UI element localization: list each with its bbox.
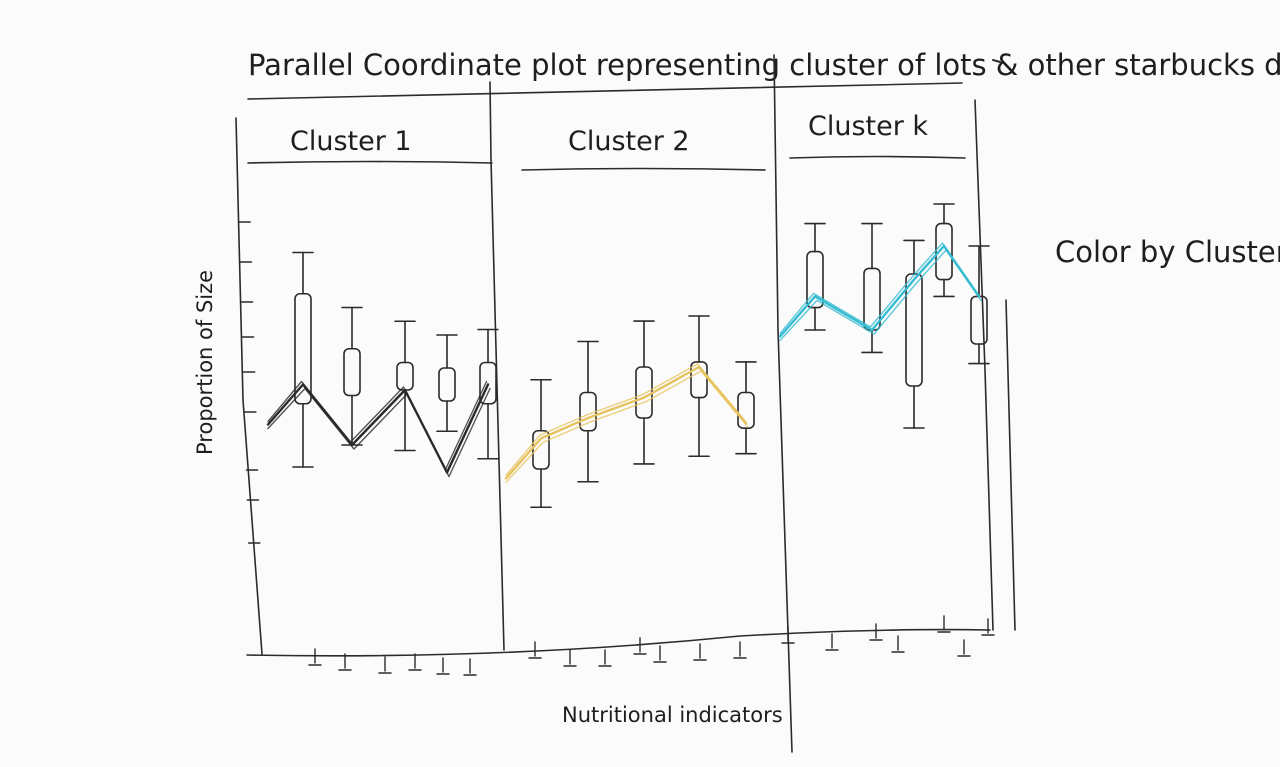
- box-plot: [477, 328, 499, 460]
- x-axis-tick: [378, 656, 392, 674]
- x-axis-line: [246, 628, 991, 657]
- box-plot: [804, 222, 826, 331]
- box-iqr: [479, 361, 497, 405]
- x-axis-tick: [693, 643, 707, 661]
- box-plot: [903, 239, 925, 429]
- cluster-line: [779, 249, 982, 342]
- box-iqr: [737, 391, 755, 430]
- cluster-line: [779, 242, 979, 335]
- y-axis-line: [235, 117, 263, 655]
- cluster-line: [266, 383, 490, 474]
- x-axis-tick: [633, 637, 647, 655]
- color-by-cluster-note: Color by Cluster: [1055, 235, 1280, 269]
- box-iqr: [635, 366, 653, 419]
- right-frame-line: [974, 99, 994, 631]
- box-plot: [292, 251, 314, 468]
- x-axis-tick: [463, 658, 477, 676]
- box-plot: [577, 340, 599, 483]
- cluster-line: [505, 370, 749, 484]
- box-plot: [735, 361, 757, 455]
- x-axis-tick: [891, 635, 905, 653]
- box-plot: [933, 203, 955, 298]
- box-iqr: [396, 361, 414, 391]
- x-axis-tick: [825, 633, 839, 651]
- box-plot: [394, 320, 416, 452]
- box-iqr: [294, 292, 312, 405]
- box-iqr: [438, 367, 456, 402]
- cluster-title: Cluster 1: [290, 126, 412, 157]
- cluster-line: [267, 380, 488, 471]
- cluster-panel-3: Cluster k: [778, 111, 990, 429]
- box-iqr: [690, 361, 708, 399]
- cluster-line: [504, 365, 748, 480]
- cluster-header-underline: [247, 160, 493, 164]
- x-axis-tick: [338, 653, 352, 671]
- box-iqr: [905, 273, 923, 387]
- header-top-line: [247, 82, 963, 100]
- x-axis-tick: [733, 641, 747, 659]
- box-iqr: [970, 295, 988, 345]
- x-axis-tick: [653, 645, 667, 663]
- box-plot: [341, 306, 363, 446]
- box-iqr: [343, 347, 361, 397]
- x-axis-tick: [937, 615, 951, 633]
- x-axis-tick: [308, 648, 322, 666]
- x-axis-tick: [981, 618, 995, 636]
- box-iqr: [532, 429, 550, 470]
- cluster-panels: Cluster 1 Cluster 2 Cluster k: [247, 111, 990, 509]
- box-iqr: [806, 250, 824, 309]
- diagram-title: Parallel Coordinate plot representing cl…: [248, 48, 1280, 82]
- x-axis-tick: [528, 641, 542, 659]
- x-axis-label: Nutritional indicators: [562, 703, 783, 727]
- plot-frame: [235, 54, 1016, 753]
- y-axis-label: Proportion of Size: [193, 270, 217, 455]
- cluster-line: [505, 363, 746, 477]
- cluster-header-underline: [521, 167, 766, 171]
- cluster-panel-1: Cluster 1: [247, 126, 499, 478]
- box-plot: [968, 245, 990, 365]
- x-axis-tick: [436, 657, 450, 675]
- right-edge-sketch-line: [1005, 299, 1016, 631]
- x-axis-tick: [957, 639, 971, 657]
- cluster-title: Cluster 2: [568, 126, 690, 157]
- cluster-header-underline: [789, 155, 966, 159]
- x-axis-tick: [563, 649, 577, 667]
- box-plot: [530, 378, 552, 509]
- box-iqr: [863, 267, 881, 331]
- x-axis-tick: [598, 649, 612, 667]
- panel-divider-2: [773, 54, 793, 753]
- box-plot: [436, 334, 458, 433]
- box-iqr: [935, 222, 953, 281]
- x-axis-tick: [408, 653, 422, 671]
- title-underline-mark: [992, 59, 1001, 63]
- cluster-line: [267, 387, 491, 478]
- panel-divider-1: [489, 81, 505, 651]
- box-plot: [688, 315, 710, 458]
- x-axis-tick: [869, 623, 883, 641]
- cluster-title: Cluster k: [808, 111, 928, 142]
- x-axis-tick: [781, 626, 795, 644]
- cluster-panel-2: Cluster 2: [504, 126, 766, 509]
